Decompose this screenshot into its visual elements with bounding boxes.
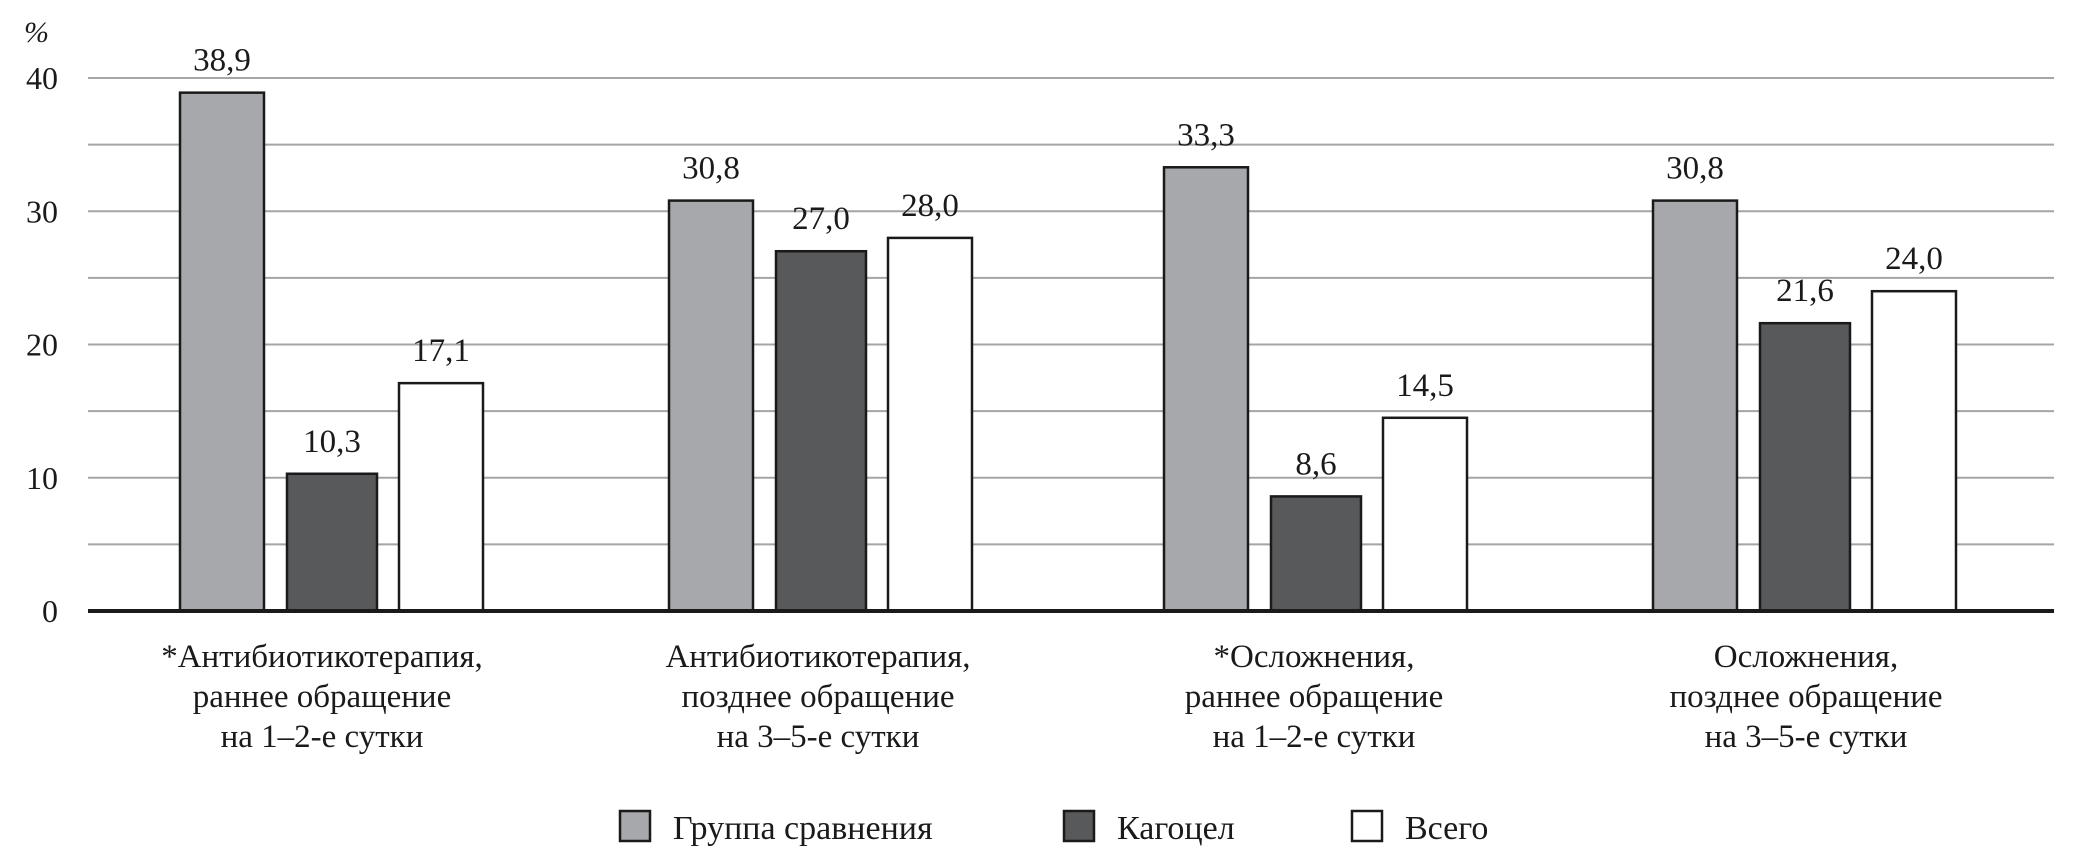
- category-label: Антибиотикотерапия, позднее обращение на 3…: [665, 639, 970, 755]
- bar: [1381, 416, 1469, 613]
- category-label: Осложнения, позднее обращение на 3–5-е сут…: [1669, 639, 1942, 755]
- data-label: 38,9: [193, 43, 251, 79]
- bar: [285, 472, 379, 613]
- legend-label: Кагоцел: [1117, 810, 1235, 847]
- y-tick-label: 0: [42, 593, 58, 629]
- bars: [178, 91, 1958, 613]
- legend: Группа сравнения Кагоцел Всего: [618, 809, 1488, 847]
- bar: [774, 249, 868, 613]
- legend-swatch: [618, 809, 652, 843]
- legend-swatch: [1350, 809, 1384, 843]
- bar: [1269, 495, 1363, 613]
- data-label: 10,3: [303, 424, 361, 460]
- y-tick-label: 10: [26, 460, 58, 496]
- bar: [1162, 166, 1250, 613]
- data-label: 33,3: [1177, 117, 1235, 153]
- data-label: 21,6: [1776, 273, 1834, 309]
- data-label: 27,0: [792, 201, 850, 237]
- bar: [178, 91, 266, 613]
- data-label: 30,8: [682, 151, 740, 187]
- data-label: 17,1: [412, 333, 470, 369]
- bar: [397, 381, 485, 613]
- legend-swatch: [1062, 809, 1096, 843]
- y-axis-unit-label: %: [24, 16, 49, 49]
- data-label: 14,5: [1396, 368, 1454, 404]
- data-label: 8,6: [1295, 446, 1336, 482]
- legend-label: Группа сравнения: [673, 810, 933, 847]
- y-tick-label: 20: [26, 327, 58, 363]
- legend-label: Всего: [1405, 810, 1488, 847]
- data-label: 30,8: [1666, 151, 1724, 187]
- category-labels: *Антибиотикотерапия, раннее обращение на 1…: [161, 639, 1942, 755]
- category-label: *Осложнения, раннее обращение на 1–2-е сут…: [1185, 639, 1443, 755]
- y-tick-label: 30: [26, 193, 58, 229]
- data-label: 28,0: [901, 188, 959, 224]
- bar: [886, 236, 974, 613]
- bar: [1758, 321, 1852, 613]
- bar: [1870, 289, 1958, 613]
- bar: [667, 199, 755, 613]
- y-tick-label: 40: [26, 60, 58, 96]
- category-label: *Антибиотикотерапия, раннее обращение на 1…: [161, 639, 483, 755]
- data-labels: 38,9 30,8 33,3 30,8 10,3 27,0 8,6 21,6 17,1 28,0 1…: [193, 43, 1943, 483]
- bar: [1651, 199, 1739, 613]
- y-axis: % 0 10 20 30 40: [24, 16, 58, 629]
- data-label: 24,0: [1885, 241, 1943, 277]
